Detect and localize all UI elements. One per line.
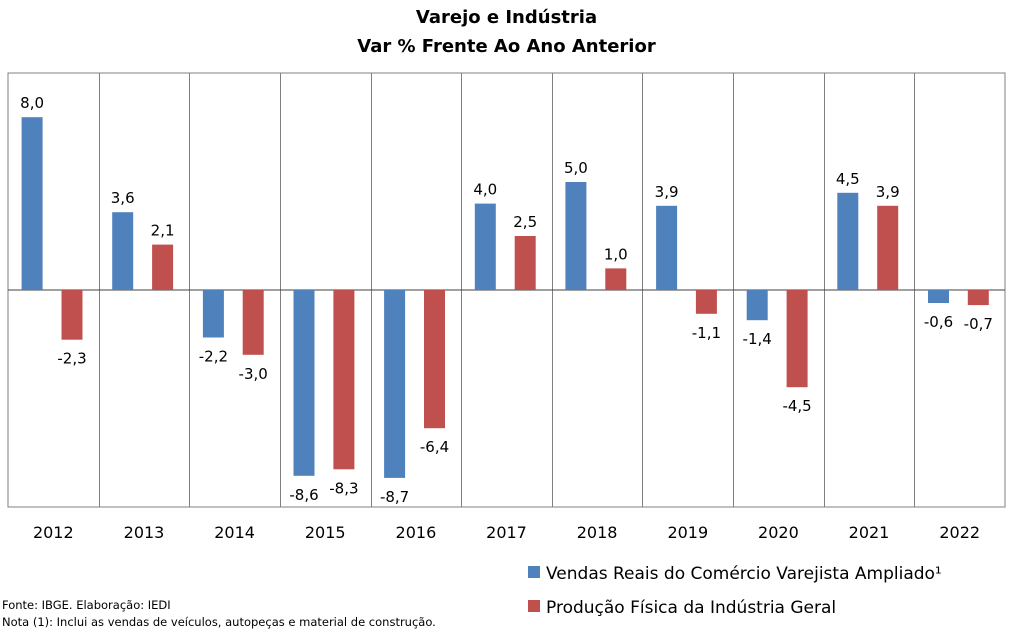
data-label-2016-series-2: -6,4 [420,438,449,456]
x-tick-label-2013: 2013 [124,523,165,542]
bar-2012-series-1 [21,117,43,290]
data-label-2012-series-2: -2,3 [57,350,86,368]
data-label-2019-series-2: -1,1 [692,324,721,342]
bar-2017-series-1 [474,203,496,290]
legend-label-vendas: Vendas Reais do Comércio Varejista Ampli… [546,564,942,584]
data-label-2013-series-1: 3,6 [111,189,135,207]
bar-2020-series-1 [746,290,768,321]
data-label-2017-series-1: 4,0 [473,181,497,199]
x-tick-label-2019: 2019 [667,523,708,542]
bar-2016-series-2 [424,290,445,429]
data-label-2013-series-2: 2,1 [151,222,175,240]
bar-2013-series-2 [152,244,174,290]
data-label-2014-series-1: -2,2 [199,348,228,366]
data-label-2021-series-2: 3,9 [876,183,900,201]
legend-swatch-vendas [528,566,540,578]
x-tick-label-2015: 2015 [305,523,346,542]
bar-2014-series-1 [202,290,224,338]
bar-2015-series-2 [333,290,355,470]
data-label-2015-series-1: -8,6 [289,486,318,504]
bar-2021-series-1 [837,192,859,290]
x-tick-label-2017: 2017 [486,523,527,542]
x-tick-label-2021: 2021 [849,523,890,542]
bar-2022-series-2 [967,290,989,306]
bar-2014-series-2 [242,290,264,355]
legend-label-producao: Produção Física da Indústria Geral [546,598,837,618]
x-tick-label-2012: 2012 [33,523,74,542]
data-label-2012-series-1: 8,0 [20,94,44,112]
bar-2019-series-2 [695,290,717,314]
data-label-2018-series-2: 1,0 [604,245,628,263]
x-tick-label-2018: 2018 [577,523,618,542]
bar-2021-series-2 [877,205,899,290]
data-label-2020-series-2: -4,5 [782,397,811,415]
legend-item-producao: Produção Física da Indústria Geral [528,598,836,618]
data-label-2022-series-1: -0,6 [924,313,953,331]
data-label-2017-series-2: 2,5 [513,213,537,231]
data-label-2016-series-1: -8,7 [380,488,409,506]
x-tick-label-2016: 2016 [396,523,437,542]
bar-2015-series-1 [293,290,315,476]
data-label-2022-series-2: -0,7 [964,315,993,333]
data-label-2015-series-2: -8,3 [329,479,358,497]
x-tick-label-2022: 2022 [939,523,980,542]
legend-item-vendas: Vendas Reais do Comércio Varejista Ampli… [528,564,942,584]
bar-2019-series-1 [656,205,678,290]
bar-2012-series-2 [61,290,83,340]
x-tick-label-2014: 2014 [214,523,255,542]
bar-2020-series-2 [786,290,808,388]
bar-2016-series-1 [384,290,406,478]
bar-2013-series-1 [112,212,134,290]
data-label-2014-series-2: -3,0 [239,365,268,383]
bar-2017-series-2 [514,236,536,290]
bar-2022-series-1 [928,290,949,303]
chart-subtitle: Var % Frente Ao Ano Anterior [357,36,656,57]
bar-2018-series-2 [605,268,627,290]
data-label-2018-series-1: 5,0 [564,159,588,177]
chart-title-line-1: Varejo e Indústria [415,7,598,28]
data-label-2020-series-1: -1,4 [743,330,772,348]
footnote: Nota (1): Inclui as vendas de veículos, … [2,615,436,629]
legend-swatch-producao [528,600,540,612]
x-tick-label-2020: 2020 [758,523,799,542]
source-note: Fonte: IBGE. Elaboração: IEDI [2,598,171,612]
data-label-2019-series-1: 3,9 [655,183,679,201]
data-label-2021-series-1: 4,5 [836,170,860,188]
bar-2018-series-1 [565,182,587,290]
